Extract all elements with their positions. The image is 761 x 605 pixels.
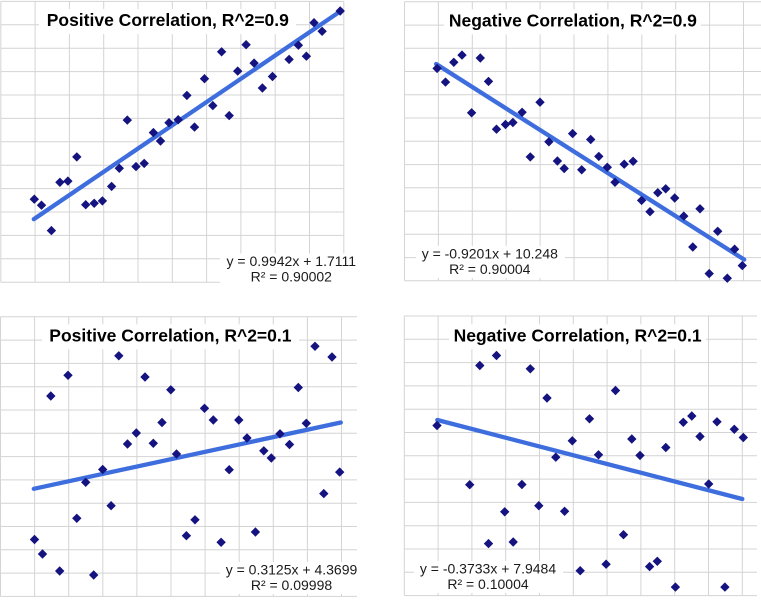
svg-text:R² = 0.09998: R² = 0.09998 — [251, 577, 333, 593]
svg-text:Negative Correlation, R^2=0.9: Negative Correlation, R^2=0.9 — [449, 10, 697, 30]
svg-text:y = -0.9201x + 10.248: y = -0.9201x + 10.248 — [422, 245, 558, 261]
svg-text:Negative Correlation, R^2=0.1: Negative Correlation, R^2=0.1 — [454, 325, 702, 345]
svg-text:y = 0.3125x + 4.3699: y = 0.3125x + 4.3699 — [226, 562, 358, 578]
svg-text:Positive Correlation, R^2=0.1: Positive Correlation, R^2=0.1 — [49, 325, 291, 345]
svg-text:R² = 0.90004: R² = 0.90004 — [449, 261, 531, 277]
svg-text:Positive Correlation, R^2=0.9: Positive Correlation, R^2=0.9 — [47, 10, 289, 30]
svg-text:y = -0.3733x + 7.9484: y = -0.3733x + 7.9484 — [420, 560, 556, 576]
svg-text:R² = 0.10004: R² = 0.10004 — [447, 576, 529, 592]
svg-text:y = 0.9942x + 1.7111: y = 0.9942x + 1.7111 — [227, 253, 357, 269]
svg-text:R² = 0.90002: R² = 0.90002 — [251, 269, 333, 285]
